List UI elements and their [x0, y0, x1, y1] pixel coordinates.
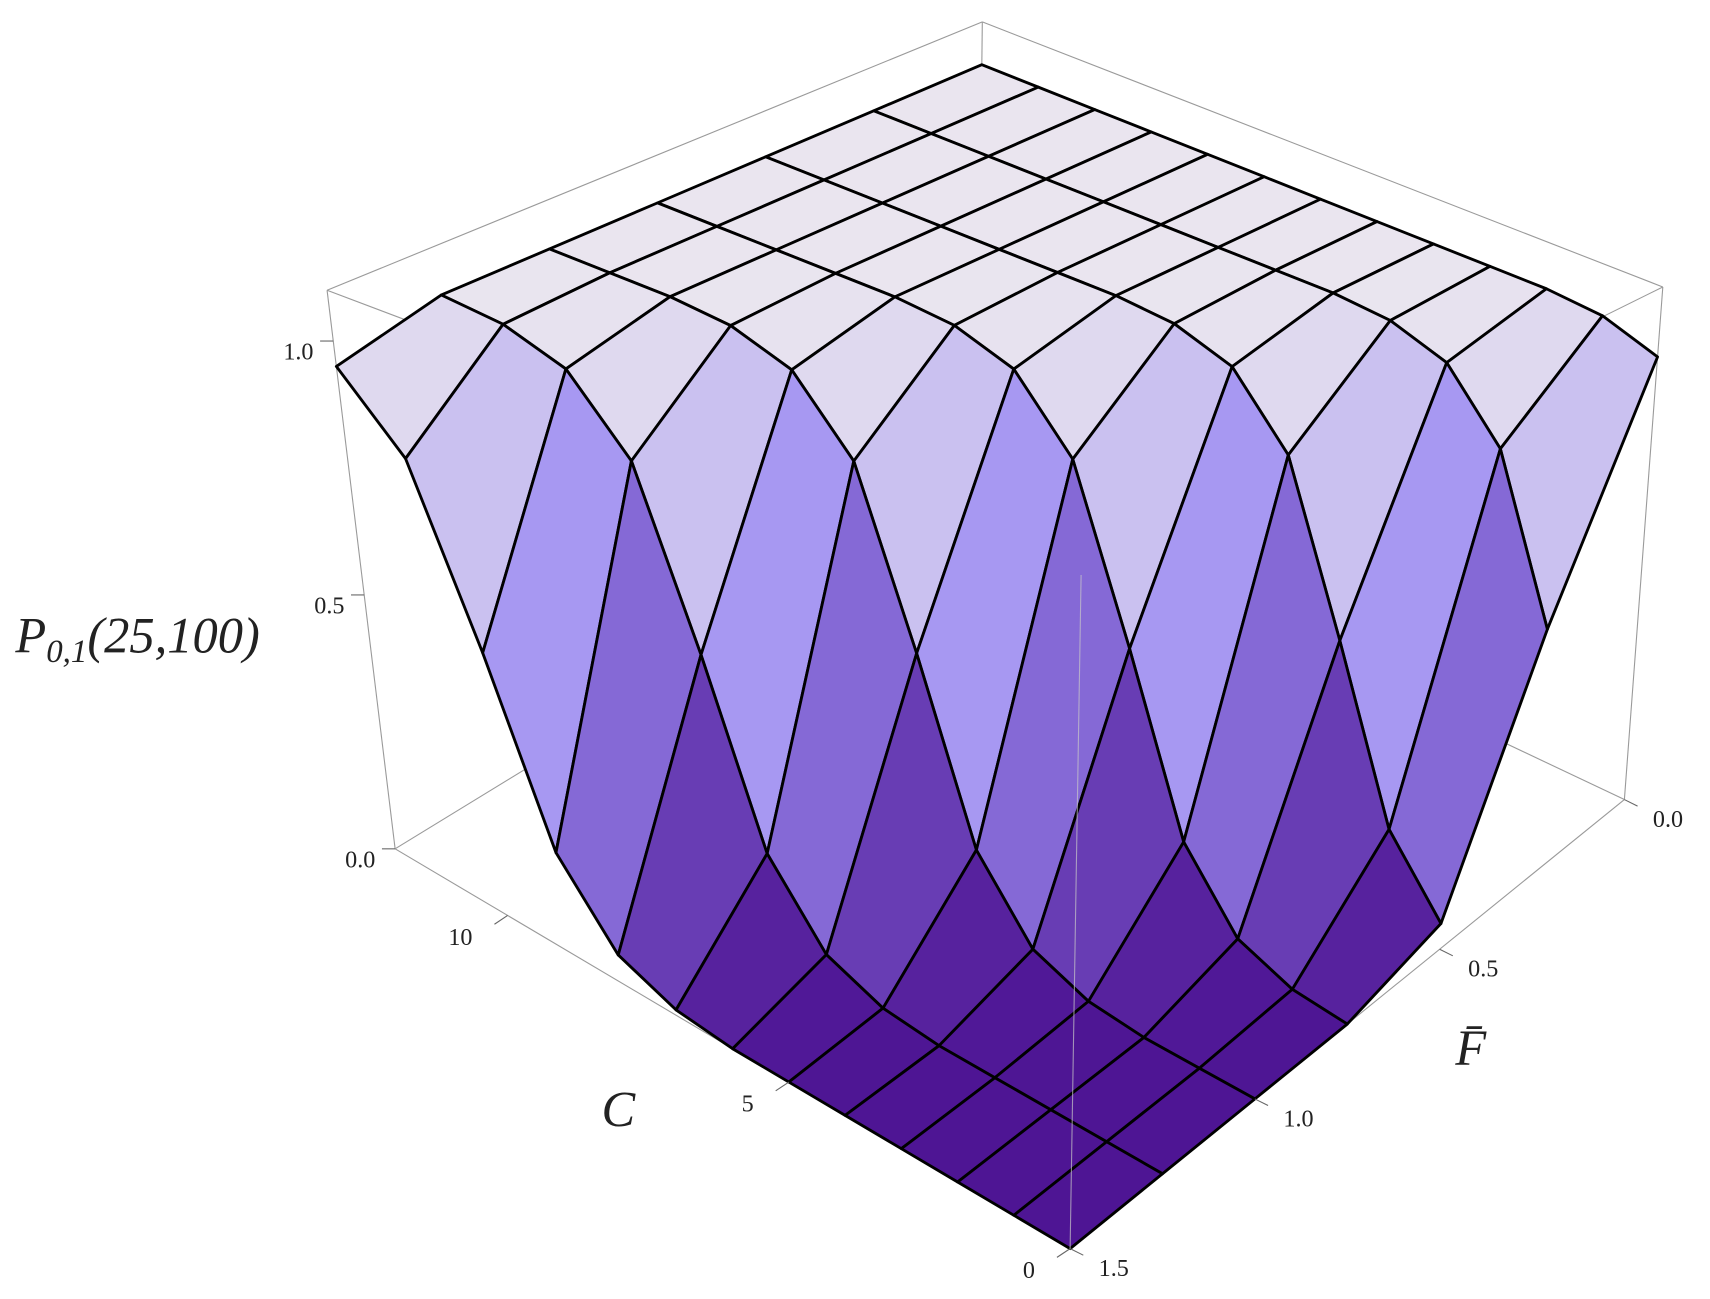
- box-front: 0 5 10 0.0 0.5 1.0 1.5 0.0 0.5 1.0: [283, 340, 1683, 1285]
- tick-mark: [1439, 948, 1454, 957]
- tick-mark: [494, 915, 508, 925]
- tick-label: 1.0: [1283, 1106, 1313, 1132]
- tick-label: 0.0: [1653, 807, 1683, 833]
- tick-mark: [1069, 1248, 1084, 1256]
- tick-mark: [1624, 799, 1638, 807]
- tick-label: 0.5: [314, 594, 344, 620]
- z-label-args: (25,100): [87, 607, 259, 663]
- z-label-sub: 0,1: [46, 633, 87, 669]
- tick-mark: [1254, 1098, 1269, 1106]
- y-axis-label: F̄: [1454, 1020, 1487, 1076]
- tick-mark: [1056, 1248, 1071, 1258]
- x-axis-label: C: [601, 1082, 636, 1138]
- tick-mark: [775, 1081, 790, 1092]
- z-label-main: P: [14, 607, 46, 663]
- box-edge: [982, 21, 1664, 288]
- box-edge: [326, 290, 396, 849]
- tick-label: 0.0: [345, 848, 375, 874]
- box-edge: [1069, 575, 1082, 1249]
- labels: C F̄ P0,1(25,100): [14, 607, 1487, 1137]
- tick-label: 0: [1023, 1258, 1035, 1284]
- z-axis-label: P0,1(25,100): [14, 607, 259, 669]
- surface-cell: [1012, 1140, 1164, 1251]
- tick-label: 0.5: [1468, 957, 1498, 983]
- box-edge: [1623, 286, 1664, 800]
- tick-label: 1.5: [1099, 1256, 1129, 1282]
- surface: [334, 63, 1659, 1251]
- tick-label: 10: [448, 925, 472, 951]
- box-edge: [326, 21, 983, 291]
- tick-label: 5: [742, 1092, 754, 1118]
- tick-label: 1.0: [283, 340, 313, 366]
